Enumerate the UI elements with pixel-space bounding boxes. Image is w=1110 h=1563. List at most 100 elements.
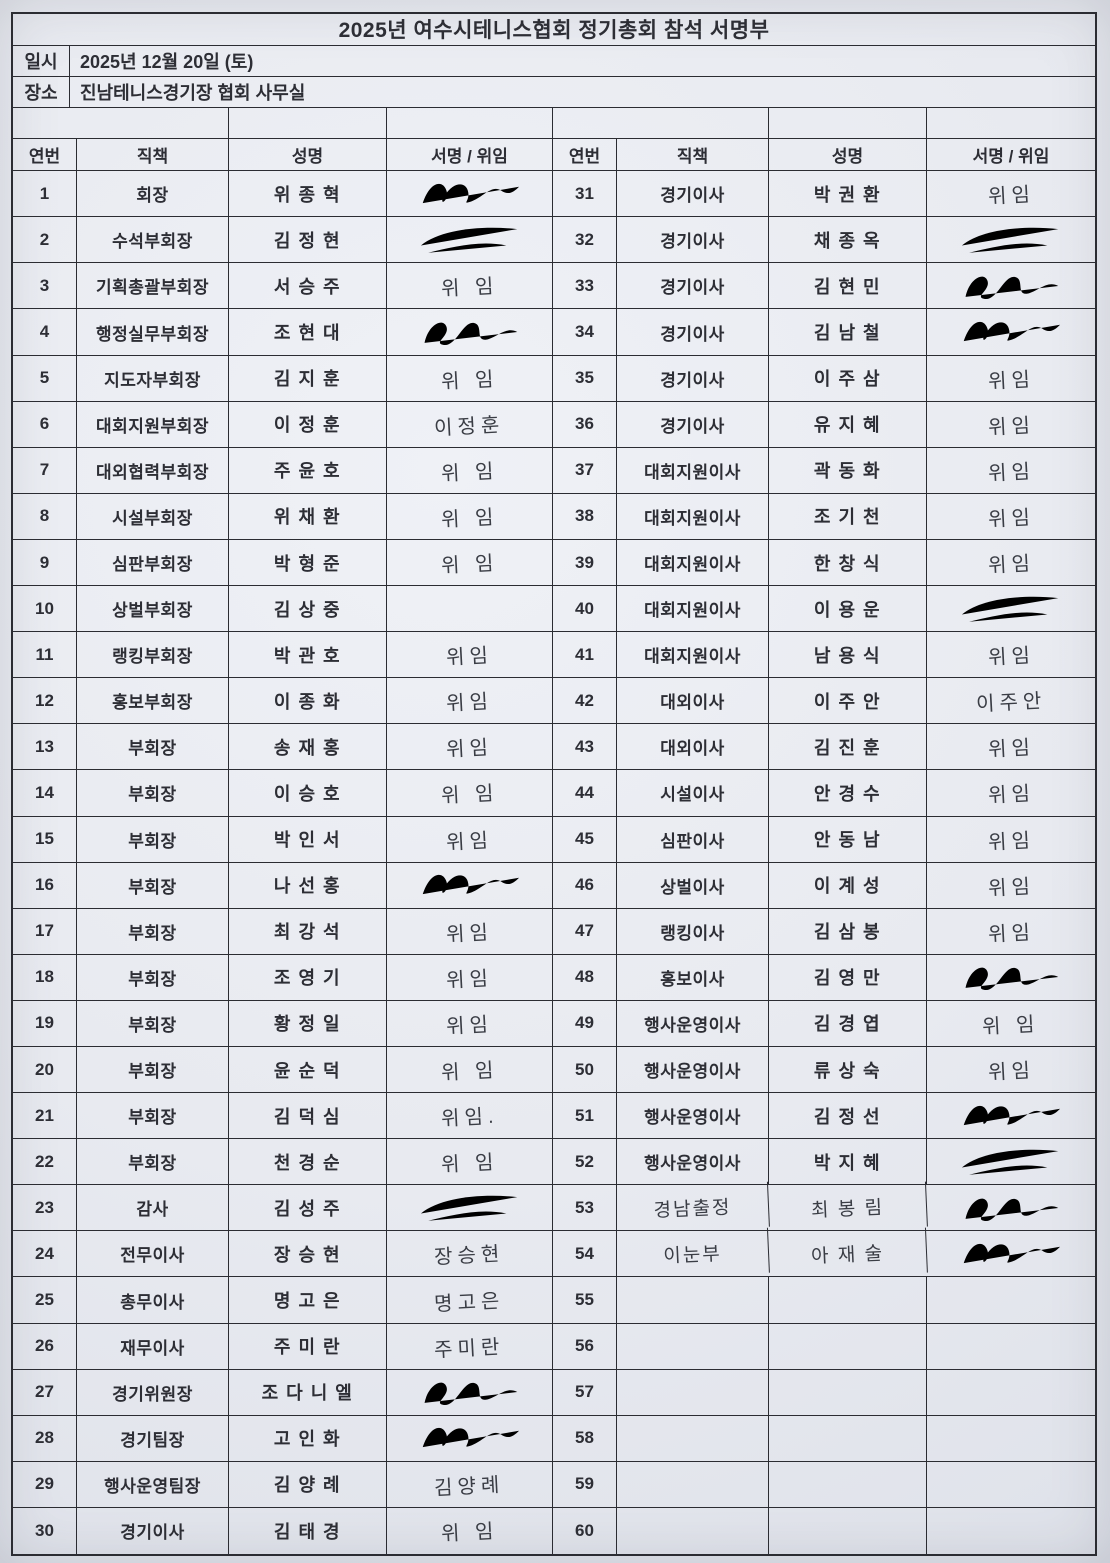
- position-cell: 랭킹이사: [617, 908, 769, 954]
- position-cell: 부회장: [77, 954, 229, 1000]
- signature-scribble: [963, 321, 1061, 342]
- row-number-cell: 16: [13, 862, 77, 908]
- name-cell: 김 정 현: [229, 217, 387, 263]
- position-cell: 부회장: [77, 1139, 229, 1185]
- row-number-cell: 40: [553, 586, 617, 632]
- place-row: 장소 진남테니스경기장 협회 사무실: [13, 76, 1095, 108]
- signature-text: 위임: [987, 829, 1036, 854]
- signature-text: 위임: [445, 829, 494, 854]
- position-cell: 행사운영이사: [617, 1093, 769, 1139]
- row-number-cell: 10: [13, 586, 77, 632]
- name-cell: 김 진 훈: [769, 724, 927, 770]
- signature-text: 위임: [445, 967, 494, 993]
- name-cell: 이 주 안: [769, 678, 927, 724]
- signature-text: 이정훈: [433, 413, 506, 440]
- signature-text: 위임: [987, 875, 1036, 900]
- row-number-cell: 44: [553, 770, 617, 816]
- name-cell: 명 고 은: [229, 1277, 387, 1323]
- header-no-right: 연번: [553, 139, 617, 171]
- header-position-left: 직책: [77, 139, 229, 171]
- row-number-cell: 5: [13, 355, 77, 401]
- signature-scribble: [422, 874, 519, 895]
- title-row: 2025년 여수시테니스협회 정기총회 참석 서명부: [13, 14, 1095, 46]
- name-cell: 조 영 기: [229, 954, 387, 1000]
- row-number-cell: 23: [13, 1185, 77, 1231]
- table-row: 29 행사운영팀장 김 양 례 김양례 59: [13, 1461, 1095, 1508]
- position-cell: 대회지원부회장: [77, 401, 229, 447]
- signature-cell: [927, 1277, 1095, 1322]
- signature-cell: 위임: [927, 770, 1095, 815]
- signature-cell: 주미란: [387, 1323, 553, 1369]
- name-cell: 이 정 훈: [229, 401, 387, 447]
- name-cell: 한 창 식: [769, 539, 927, 586]
- position-cell: 기획총괄부회장: [77, 263, 229, 309]
- signature-cell: 위임: [927, 909, 1095, 954]
- name-cell: 안 경 수: [769, 770, 927, 816]
- row-number-cell: 18: [13, 954, 77, 1000]
- position-cell: 행정실무부회장: [77, 309, 229, 355]
- name-cell: [769, 1415, 927, 1461]
- row-number-cell: 11: [13, 632, 77, 678]
- row-number-cell: 2: [13, 217, 77, 263]
- table-row: 6 대회지원부회장 이 정 훈 이정훈 36 경기이사 유 지 혜 위임: [13, 401, 1095, 448]
- name-cell: 김 정 선: [769, 1093, 927, 1139]
- signature-cell: [927, 309, 1095, 354]
- table-row: 26 재무이사 주 미 란 주미란 56: [13, 1323, 1095, 1370]
- signature-cell: 위임: [927, 356, 1095, 401]
- attendance-table: 2025년 여수시테니스협회 정기총회 참석 서명부 일시 2025년 12월 …: [11, 12, 1097, 1556]
- table-row: 10 상벌부회장 김 상 중 40 대회지원이사 이 용 운: [13, 586, 1095, 633]
- signature-text: 위임: [445, 737, 494, 762]
- signature-cell: 위 임: [387, 1139, 553, 1185]
- signature-text: 위임: [987, 184, 1036, 209]
- name-cell: 장 승 현: [229, 1231, 387, 1277]
- signature-cell: 위 임: [927, 1001, 1095, 1046]
- signature-cell: 위 임: [387, 1507, 553, 1555]
- signature-cell: 위임: [387, 908, 553, 954]
- position-cell: 경기이사: [617, 309, 769, 355]
- position-cell: [617, 1415, 769, 1461]
- signature-scribble: [420, 227, 517, 253]
- row-number-cell: 31: [553, 171, 617, 217]
- position-cell: 심판부회장: [77, 539, 229, 586]
- date-value: 2025년 12월 20일 (토): [80, 51, 254, 72]
- row-number-cell: 47: [553, 908, 617, 954]
- row-number-cell: 14: [13, 770, 77, 816]
- table-row: 28 경기팀장 고 인 화 58: [13, 1415, 1095, 1462]
- name-cell: 김 양 례: [229, 1461, 387, 1507]
- signature-cell: 위임: [927, 402, 1095, 447]
- name-cell: 위 종 혁: [229, 171, 387, 217]
- name-cell: 김 덕 심: [229, 1093, 387, 1139]
- signature-text: 위 임: [440, 1059, 499, 1085]
- position-cell: 경남출정: [616, 1181, 770, 1234]
- table-row: 20 부회장 윤 순 덕 위 임 50 행사운영이사 류 상 숙 위임: [13, 1046, 1095, 1094]
- signature-cell: [927, 955, 1095, 1000]
- position-cell: 부회장: [77, 908, 229, 954]
- position-cell: 시설이사: [617, 770, 769, 816]
- table-row: 18 부회장 조 영 기 위임 48 홍보이사 김 영 만: [13, 954, 1095, 1001]
- row-number-cell: 41: [553, 632, 617, 678]
- name-cell: 조 현 대: [229, 309, 387, 355]
- position-cell: 대회지원이사: [617, 539, 769, 586]
- table-row: 11 랭킹부회장 박 관 호 위임 41 대회지원이사 남 용 식 위임: [13, 632, 1095, 679]
- row-number-cell: 45: [553, 816, 617, 862]
- header-sign-right: 서명 / 위임: [972, 147, 1050, 167]
- row-number-cell: 32: [553, 217, 617, 263]
- signature-cell: 위 임: [387, 263, 553, 309]
- position-cell: 행사운영이사: [617, 1046, 769, 1093]
- position-cell: 경기이사: [617, 401, 769, 447]
- signature-cell: [927, 1231, 1095, 1276]
- date-label: 일시: [13, 45, 70, 76]
- position-cell: 심판이사: [617, 816, 769, 862]
- table-body: 1 회장 위 종 혁 31 경기이사 박 권 환 위임 2 수석부회장 김 정 …: [13, 171, 1095, 1555]
- table-row: 16 부회장 나 선 홍 46 상벌이사 이 계 성 위임: [13, 862, 1095, 909]
- name-cell: 최 봉 림: [768, 1181, 928, 1234]
- signature-cell: 장승현: [387, 1231, 553, 1277]
- header-row: 연번 직책 성명 서명 / 위임 연번 직책 성명 서명 / 위임: [13, 139, 1095, 172]
- name-cell: [769, 1461, 927, 1507]
- row-number-cell: 20: [13, 1046, 77, 1093]
- name-cell: 나 선 홍: [229, 862, 387, 908]
- position-cell: [617, 1507, 769, 1555]
- name-cell: 이 계 성: [769, 862, 927, 908]
- name-cell: 이 종 화: [229, 678, 387, 724]
